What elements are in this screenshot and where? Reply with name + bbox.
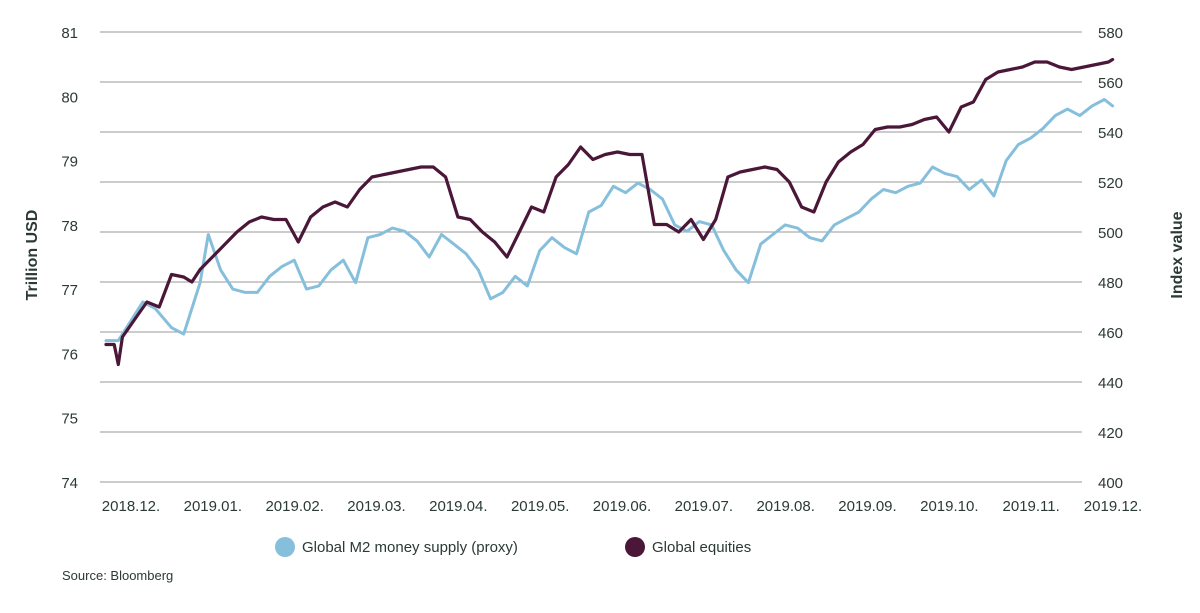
right-tick-label: 460 (1098, 325, 1123, 342)
legend-swatch-m2 (275, 537, 295, 557)
left-tick-label: 76 (61, 346, 78, 363)
right-tick-label: 400 (1098, 475, 1123, 492)
series-lines (104, 57, 1115, 367)
left-tick-label: 75 (61, 411, 78, 428)
right-tick-label: 560 (1098, 75, 1123, 92)
left-tick-label: 80 (61, 89, 78, 106)
left-tick-label: 81 (61, 25, 78, 42)
x-axis-ticks: 2018.12. 2019.01. 2019.02. 2019.03. 2019.04.… (102, 498, 1142, 515)
x-tick-label: 2019.10. (920, 498, 978, 515)
x-tick-label: 2019.09. (838, 498, 896, 515)
legend-label-equities: Global equities (652, 539, 751, 556)
x-tick-label: 2019.02. (265, 498, 323, 515)
series-line-equities (104, 57, 1115, 367)
left-tick-label: 79 (61, 154, 78, 171)
x-tick-label: 2018.12. (102, 498, 160, 515)
right-axis-title: Index value (1169, 211, 1186, 298)
left-tick-label: 78 (61, 218, 78, 235)
legend-label-m2: Global M2 money supply (proxy) (302, 539, 518, 556)
x-tick-label: 2019.08. (756, 498, 814, 515)
left-tick-label: 77 (61, 282, 78, 299)
x-tick-label: 2019.04. (429, 498, 487, 515)
left-axis-title: Trillion USD (24, 210, 41, 301)
right-tick-label: 480 (1098, 275, 1123, 292)
series-line-m2 (104, 98, 1115, 343)
x-tick-label: 2019.11. (1003, 498, 1060, 515)
x-tick-label: 2019.03. (347, 498, 405, 515)
x-tick-label: 2019.06. (593, 498, 651, 515)
gridlines (100, 31, 1082, 483)
legend: Global M2 money supply (proxy) Global eq… (275, 537, 751, 557)
right-tick-label: 420 (1098, 425, 1123, 442)
legend-swatch-equities (625, 537, 645, 557)
right-tick-label: 580 (1098, 25, 1123, 42)
right-axis-ticks: 400 420 440 460 480 500 520 540 560 580 (1098, 25, 1123, 492)
legend-item-m2: Global M2 money supply (proxy) (275, 537, 518, 557)
right-tick-label: 520 (1098, 175, 1123, 192)
right-tick-label: 500 (1098, 225, 1123, 242)
x-tick-label: 2019.05. (511, 498, 569, 515)
x-tick-label: 2019.07. (675, 498, 733, 515)
left-axis-ticks: 74 75 76 77 78 79 80 81 (61, 25, 78, 492)
right-tick-label: 540 (1098, 125, 1123, 142)
x-tick-label: 2019.01. (184, 498, 242, 515)
left-tick-label: 74 (61, 475, 78, 492)
source-note: Source: Bloomberg (62, 568, 173, 583)
right-tick-label: 440 (1098, 375, 1123, 392)
x-tick-label: 2019.12. (1084, 498, 1142, 515)
legend-item-equities: Global equities (625, 537, 751, 557)
